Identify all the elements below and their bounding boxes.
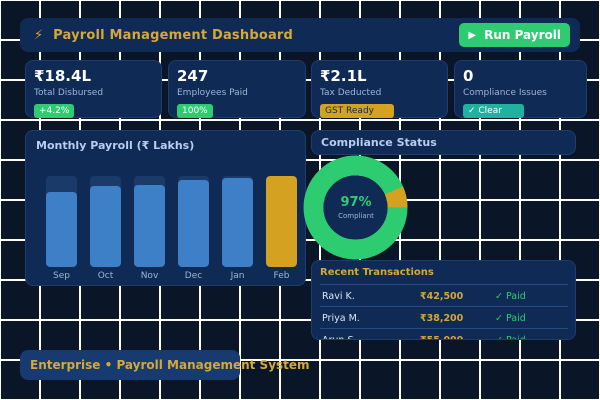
transaction-row[interactable]: Arun S. ₹55,000 ✓ Paid xyxy=(320,328,568,339)
kpi-badge: ✓ Clear xyxy=(463,104,524,118)
compliance-status-header: Compliance Status xyxy=(311,130,576,155)
monthly-payroll-chart: Monthly Payroll (₹ Lakhs) Sep Oct Nov Dec Ja… xyxy=(25,130,306,286)
run-payroll-label: Run Payroll xyxy=(484,28,561,42)
kpi-label: Total Disbursed xyxy=(34,88,104,98)
kpi-card-total-disbursed: ₹18.4L Total Disbursed +4.2% xyxy=(25,60,162,118)
compliant-arc xyxy=(303,155,408,260)
lightning-icon: ⚡ xyxy=(34,27,44,43)
bar-oct[interactable] xyxy=(90,186,121,267)
transaction-status: ✓ Paid xyxy=(495,313,526,324)
kpi-value: 0 xyxy=(463,67,474,85)
transaction-amount: ₹42,500 xyxy=(420,291,464,302)
kpi-value: ₹18.4L xyxy=(34,67,92,85)
kpi-label: Employees Paid xyxy=(177,88,248,98)
kpi-card-compliance-issues: 0 Compliance Issues ✓ Clear xyxy=(454,60,587,118)
bar-label: Jan xyxy=(230,271,245,281)
bar-sep[interactable] xyxy=(46,192,77,267)
transaction-name: Ravi K. xyxy=(322,291,355,302)
bar-label: Nov xyxy=(140,271,159,281)
non-compliant-arc xyxy=(303,155,408,260)
kpi-value: ₹2.1L xyxy=(320,67,367,85)
bar-label: Dec xyxy=(184,271,203,281)
transaction-status: ✓ Paid xyxy=(495,335,526,339)
bar-label: Sep xyxy=(53,271,70,281)
compliance-title: Compliance Status xyxy=(321,136,437,149)
transaction-name: Priya M. xyxy=(322,313,360,324)
transaction-row[interactable]: Ravi K. ₹42,500 ✓ Paid xyxy=(320,284,568,306)
bar-label: Feb xyxy=(273,271,290,281)
transaction-amount: ₹38,200 xyxy=(420,313,464,324)
transaction-row[interactable]: Priya M. ₹38,200 ✓ Paid xyxy=(320,306,568,328)
footer-bar xyxy=(20,350,240,380)
bar-track-jan xyxy=(222,176,253,267)
kpi-label: Tax Deducted xyxy=(320,88,382,98)
bar-nov[interactable] xyxy=(134,185,165,267)
footer-text: Enterprise • Payroll Management System xyxy=(30,358,310,372)
donut-hole xyxy=(323,175,388,240)
bar-label: Oct xyxy=(97,271,114,281)
kpi-card-tax-deducted: ₹2.1L Tax Deducted GST Ready xyxy=(311,60,448,118)
dashboard-header: ⚡ Payroll Management Dashboard ▶ Run Pay… xyxy=(20,18,580,52)
bar-jan[interactable] xyxy=(222,178,253,267)
bar-track-feb xyxy=(266,176,297,267)
compliance-donut-chart xyxy=(303,155,408,260)
kpi-badge: 100% xyxy=(177,104,213,118)
compliance-percent: 97% xyxy=(340,195,372,210)
bar-track-dec xyxy=(178,176,209,267)
recent-transactions-panel: Recent Transactions Ravi K. ₹42,500 ✓ Pa… xyxy=(311,260,576,340)
transaction-amount: ₹55,000 xyxy=(420,335,463,339)
bar-track-oct xyxy=(90,176,121,267)
bar-track-nov xyxy=(134,176,165,267)
play-icon: ▶ xyxy=(468,29,477,41)
chart-title: Monthly Payroll (₹ Lakhs) xyxy=(36,139,195,152)
compliance-label: Compliant xyxy=(338,212,374,220)
bar-track-sep xyxy=(46,176,77,267)
kpi-badge: GST Ready xyxy=(320,104,394,118)
kpi-badge: +4.2% xyxy=(34,104,75,118)
run-payroll-button[interactable]: ▶ Run Payroll xyxy=(459,23,570,47)
transaction-name: Arun S. xyxy=(322,335,357,339)
transactions-title: Recent Transactions xyxy=(320,267,434,278)
bar-feb[interactable] xyxy=(266,176,297,267)
kpi-label: Compliance Issues xyxy=(463,88,547,98)
kpi-card-employees-paid: 247 Employees Paid 100% xyxy=(168,60,306,118)
donut-center: 97% Compliant xyxy=(326,178,386,238)
kpi-value: 247 xyxy=(177,67,209,85)
bar-dec[interactable] xyxy=(178,180,209,267)
page-title: Payroll Management Dashboard xyxy=(53,27,294,43)
transaction-status: ✓ Paid xyxy=(495,291,526,302)
